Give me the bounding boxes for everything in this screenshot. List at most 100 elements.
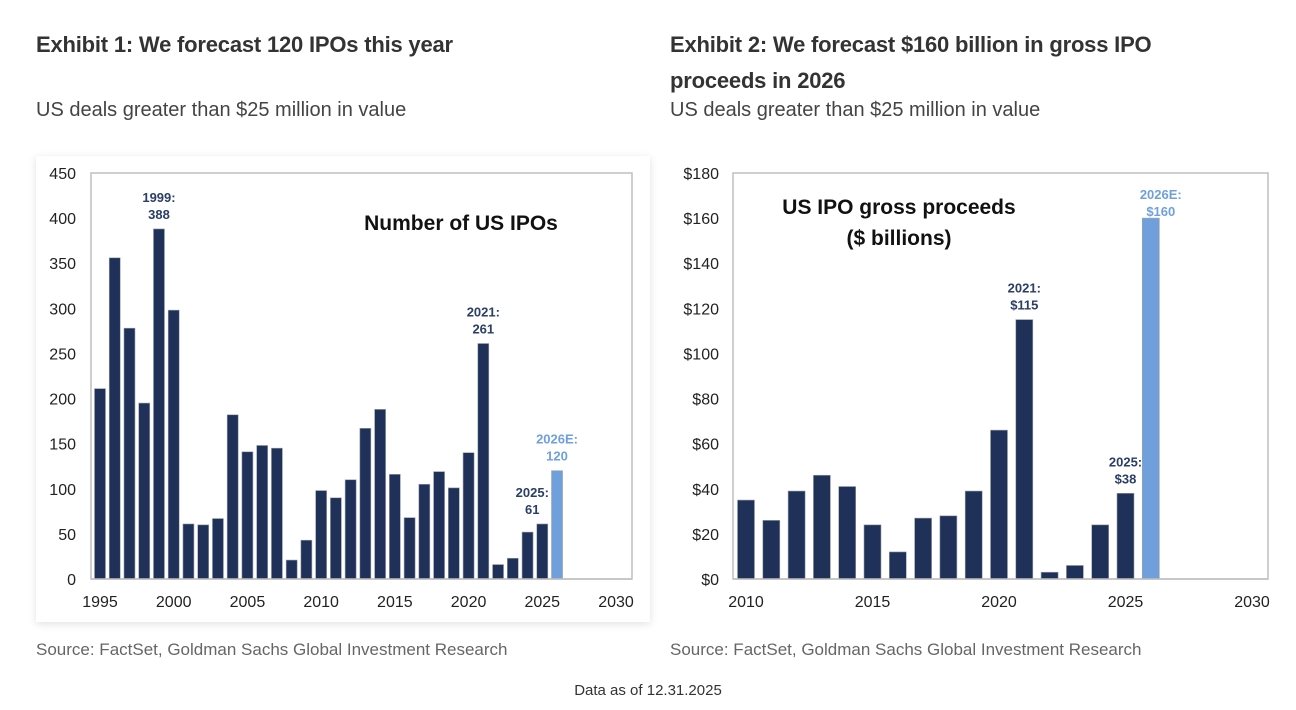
bar-2025 [1116,492,1135,580]
ipo-count-chart: 0 50 100 150 200 250 300 350 400 450 1995 2000 2005… [49,166,634,611]
chart-panel-ipo-count: 0 50 100 150 200 250 300 350 400 450 1995 2000 2005… [36,156,650,622]
data-as-of-note: Data as of 12.31.2025 [574,682,722,699]
bar-estimate-2026 [551,470,563,580]
bar-2025 [536,523,549,580]
data-label-value: 120 [546,449,568,464]
y-tick-label: $140 [683,256,719,273]
x-tick-label: 2000 [156,594,192,611]
bar-2024 [521,531,534,580]
bar-2016 [889,551,907,580]
y-tick-label: 350 [49,256,76,273]
bar-2015 [863,524,882,580]
bar-2017 [418,483,431,580]
exhibit-1-subtitle: US deals greater than $25 million in val… [36,99,407,121]
data-label-year: 2026E: [536,432,578,447]
bar-2019 [964,490,983,580]
data-label-value: $38 [1115,471,1137,486]
y-tick-label: $80 [692,392,719,409]
y-tick-label: 400 [49,211,76,228]
bar-2010 [737,499,755,580]
bar-2015 [389,474,401,580]
data-label-year: 1999: [142,190,175,205]
y-tick-label: 250 [49,346,76,363]
bar-2016 [403,517,416,580]
x-tick-label: 2030 [1234,594,1270,611]
bar-2014 [374,409,386,580]
data-label-value: 61 [525,502,539,517]
data-label-year: 2021: [467,305,500,320]
data-label-2021: 2021: 261 [467,305,500,337]
y-tick-label: 200 [49,392,76,409]
bar-2007 [271,447,283,580]
x-tick-label: 2025 [1108,594,1144,611]
exhibit-2-subtitle: US deals greater than $25 million in val… [670,99,1041,121]
bar-2018 [939,515,958,580]
x-tick-label: 2005 [230,594,266,611]
data-label-year: 2026E: [1140,187,1182,202]
bar-2009 [300,539,313,580]
gross-proceeds-chart: $0 $20 $40 $60 $80 $100 $120 $140 $160 $180 2010 2… [683,166,1270,611]
bar-2013 [813,474,831,580]
bar-2021 [477,343,490,580]
bar-2021 [1015,319,1034,580]
exhibit-2-source: Source: FactSet, Goldman Sachs Global In… [670,640,1142,659]
data-label-2025: 2025: $38 [1109,454,1142,486]
x-tick-label: 2020 [981,594,1017,611]
bar-2010 [315,490,327,580]
chart-title-line2: ($ billions) [847,227,952,250]
y-tick-label: 450 [49,166,76,183]
y-tick-label: 150 [49,437,76,454]
bar-1997 [123,327,136,580]
chart-title: Number of US IPOs [364,212,558,235]
bar-2012 [344,479,357,580]
bar-2002 [197,524,209,580]
x-tick-label: 2015 [855,594,891,611]
exhibit-1-source: Source: FactSet, Goldman Sachs Global In… [36,640,508,659]
bar-1996 [108,257,121,580]
y-tick-label: $100 [683,346,719,363]
bar-2011 [762,520,781,580]
data-label-value: $115 [1010,298,1038,313]
y-tick-label: $0 [701,572,719,589]
x-tick-label: 1995 [82,594,118,611]
bar-estimate-2026 [1141,217,1160,580]
bar-1999 [153,228,165,580]
bar-1998 [138,402,151,580]
bar-2008 [285,559,298,580]
data-label-year: 2025: [516,485,549,500]
y-tick-label: $40 [692,482,719,499]
data-label-1999: 1999: 388 [142,190,175,222]
bar-2005 [241,451,254,580]
y-tick-label: 0 [67,572,76,589]
bar-2023 [1066,565,1084,580]
y-tick-label: 300 [49,301,76,318]
data-label-2025: 2025: 61 [516,485,549,517]
x-tick-label: 2010 [728,594,764,611]
bar-2003 [212,518,224,580]
y-tick-label: $60 [692,437,719,454]
data-label-2026: 2026E: $160 [1140,187,1182,219]
bar-2022 [1040,571,1059,580]
data-label-year: 2021: [1008,281,1041,296]
bar-2014 [838,486,856,580]
x-tick-label: 2010 [303,594,339,611]
bar-2020 [462,452,475,580]
exhibit-1-title: Exhibit 1: We forecast 120 IPOs this yea… [36,32,453,57]
x-tick-label: 2030 [598,594,634,611]
x-tick-label: 2020 [451,594,487,611]
bar-1995 [94,388,106,580]
chart-panel-gross-proceeds: $0 $20 $40 $60 $80 $100 $120 $140 $160 $180 2010 2… [670,156,1282,622]
bar-2001 [182,523,195,580]
data-label-value: 388 [148,207,170,222]
y-tick-label: 50 [58,527,76,544]
bar-2020 [990,429,1008,580]
bar-2004 [226,414,239,580]
bar-2013 [359,428,372,580]
bar-2017 [914,517,932,580]
y-tick-label: 100 [49,482,76,499]
x-tick-label: 2015 [377,594,413,611]
bar-2006 [256,445,268,580]
chart-title-line1: US IPO gross proceeds [782,196,1015,219]
y-tick-label: $120 [683,301,719,318]
bar-2012 [787,490,806,580]
